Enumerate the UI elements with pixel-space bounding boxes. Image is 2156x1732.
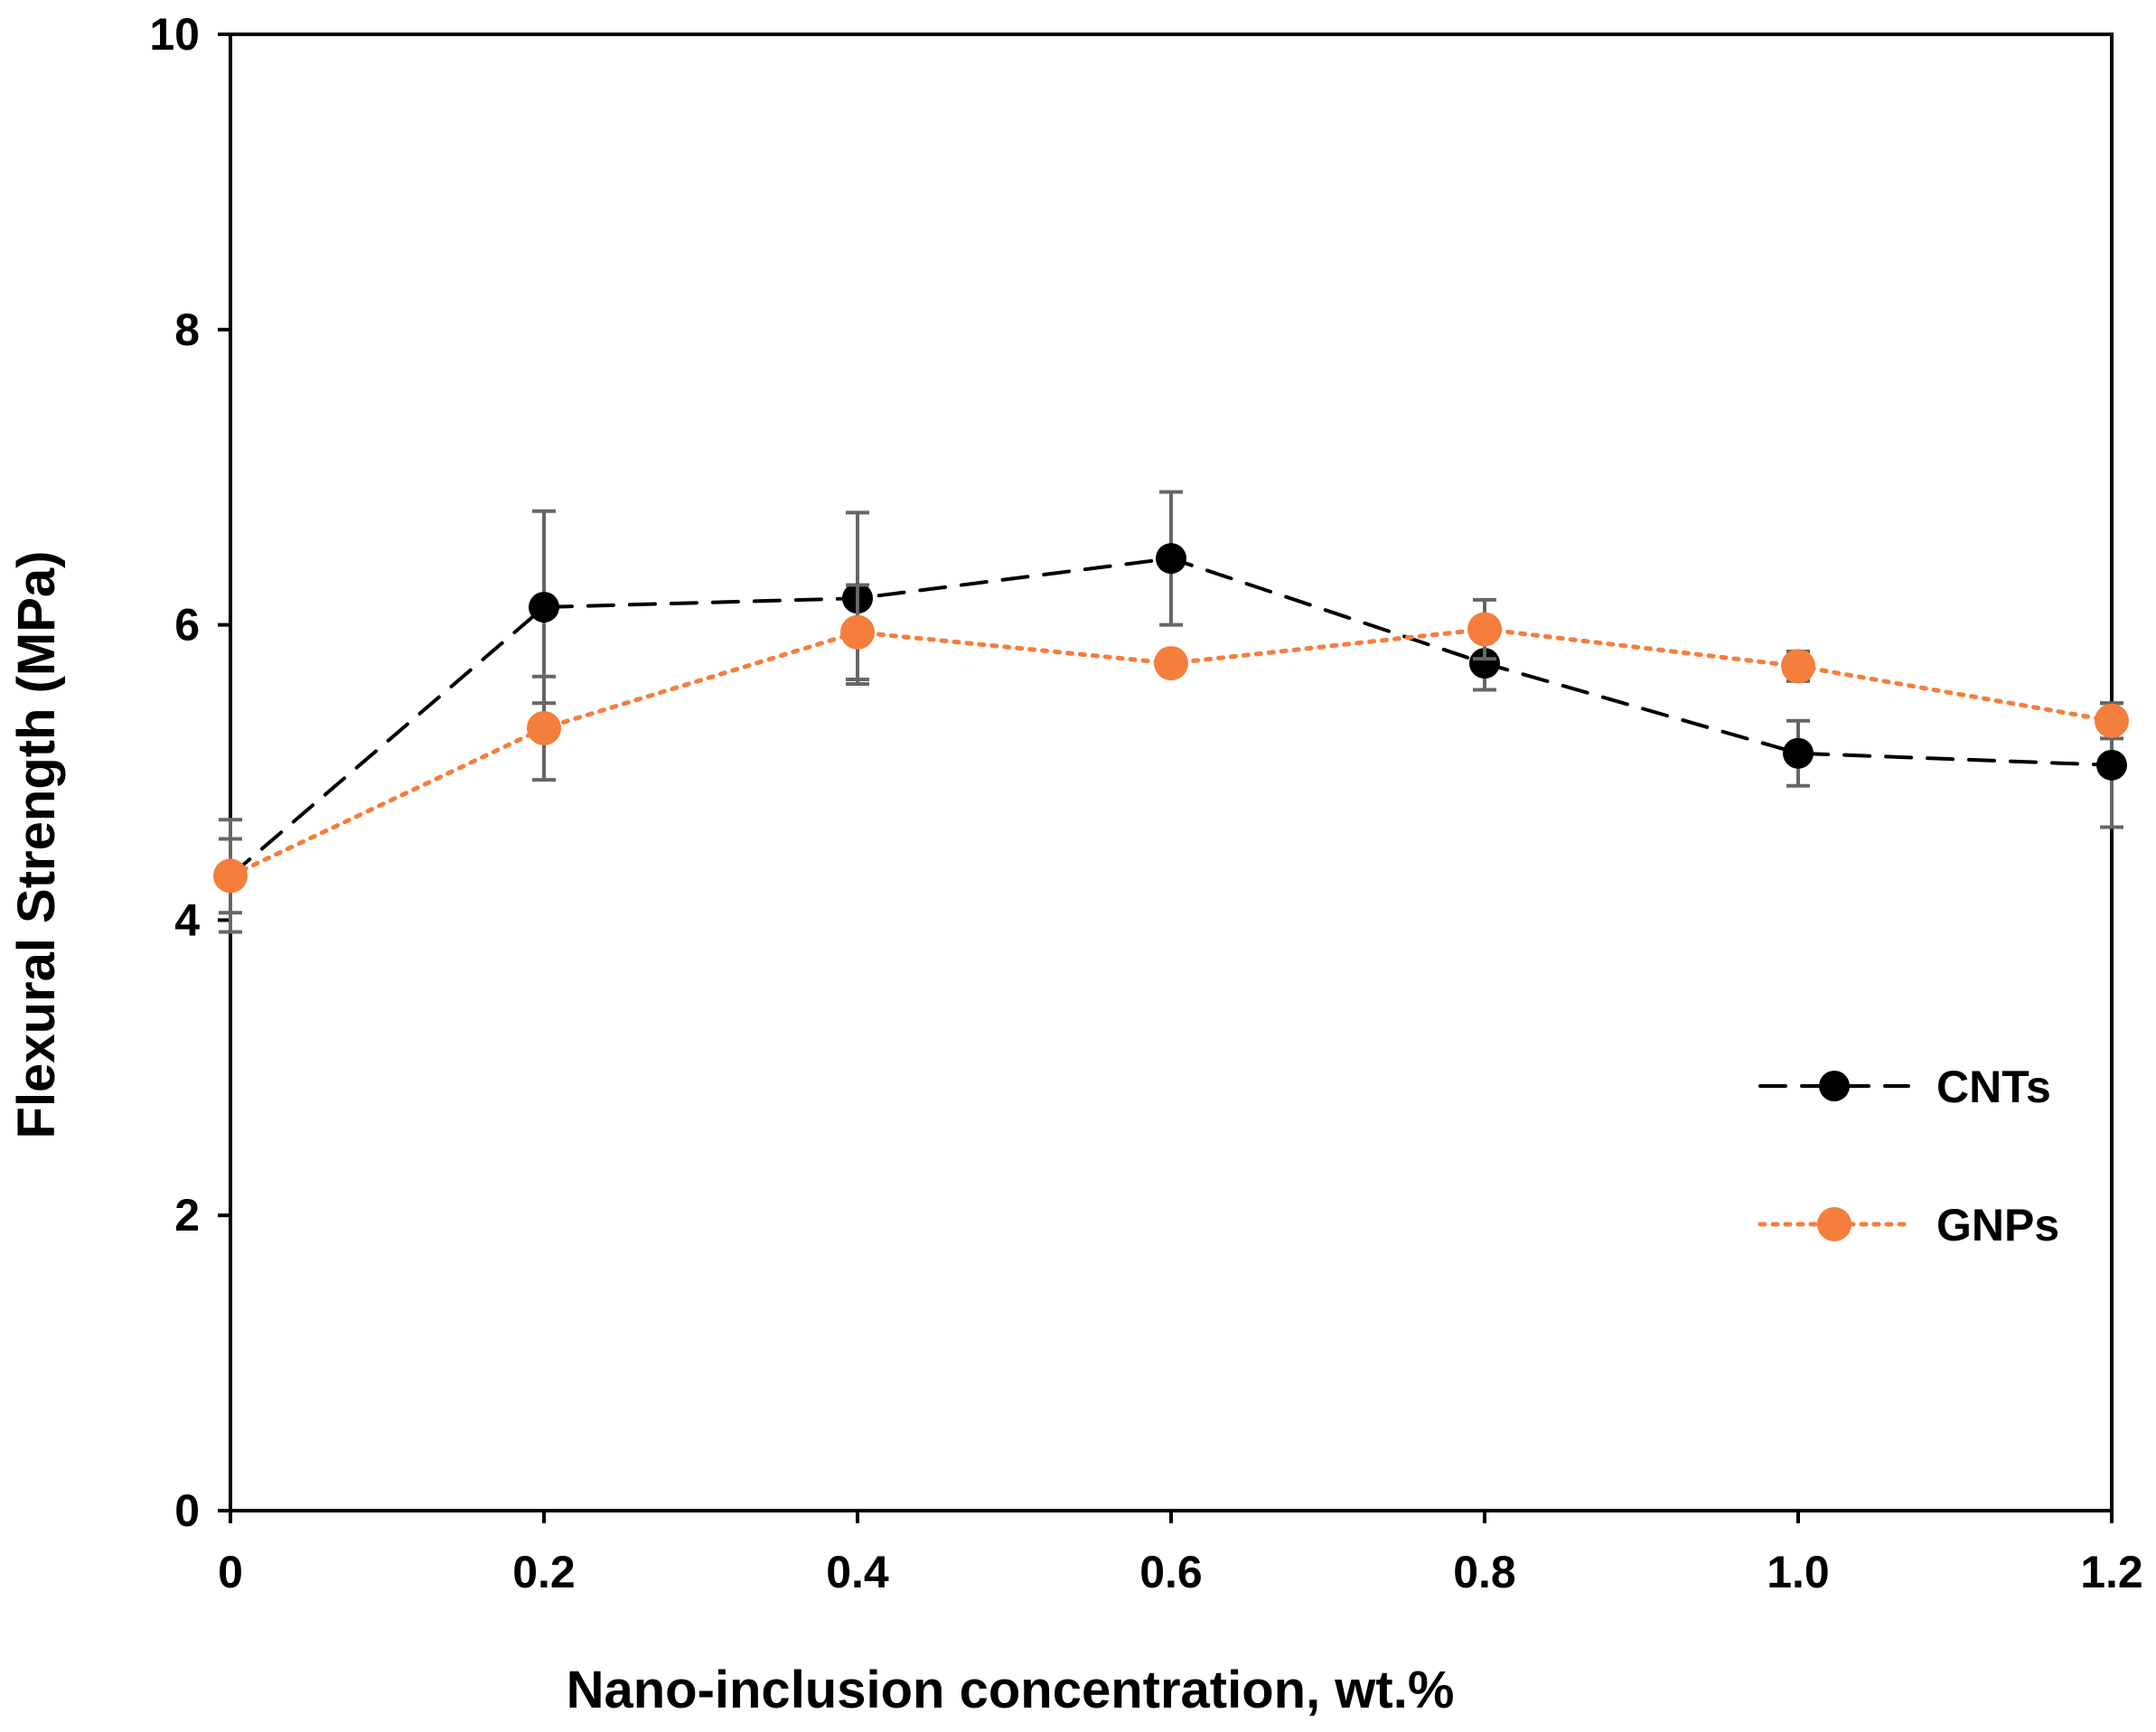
data-point-gnps (1781, 649, 1815, 684)
data-point-cnts (1783, 737, 1814, 769)
series-gnps (213, 583, 2129, 915)
legend-marker-gnps (1817, 1207, 1851, 1241)
legend-marker-cnts (1819, 1071, 1850, 1101)
y-tick-label: 6 (174, 600, 200, 651)
series-layer (213, 490, 2129, 934)
series-cnts (215, 490, 2127, 934)
y-tick-label: 8 (174, 304, 200, 355)
legend-label-cnts: CNTs (1936, 1062, 2051, 1112)
x-tick-label: 1.0 (1767, 1547, 1830, 1597)
legend-label-gnps: GNPs (1936, 1200, 2059, 1250)
data-point-cnts (1156, 543, 1186, 575)
data-point-cnts (2096, 749, 2127, 781)
data-point-gnps (1467, 612, 1502, 647)
x-tick-label: 0.4 (826, 1547, 889, 1597)
data-point-gnps (213, 858, 248, 894)
y-tick-label: 4 (174, 894, 200, 945)
data-point-gnps (1154, 646, 1188, 681)
x-tick-label: 0.8 (1453, 1547, 1516, 1597)
plot-frame (229, 33, 2114, 1512)
data-point-cnts (1469, 648, 1500, 679)
x-tick-label: 1.2 (2080, 1547, 2143, 1597)
axes (229, 33, 2114, 1512)
y-tick-label: 10 (149, 9, 200, 60)
data-point-cnts (529, 591, 559, 623)
legend: CNTs GNPs (1758, 1062, 2059, 1250)
y-tick-label: 2 (174, 1190, 200, 1240)
y-tick-label: 0 (174, 1485, 200, 1536)
x-tick-label: 0 (218, 1547, 243, 1597)
data-point-gnps (2095, 703, 2129, 738)
data-point-gnps (527, 710, 561, 745)
legend-item-gnps: GNPs (1758, 1200, 2059, 1250)
y-axis-title: Flexural Strength (MPa) (7, 551, 66, 1139)
y-axis-ticks: 0 2 4 6 8 10 (149, 9, 230, 1536)
x-tick-label: 0.2 (512, 1547, 576, 1597)
legend-item-cnts: CNTs (1758, 1062, 2051, 1112)
x-axis-ticks: 0 0.2 0.4 0.6 0.8 1.0 1.2 (218, 1511, 2143, 1597)
x-tick-label: 0.6 (1139, 1547, 1203, 1597)
data-point-gnps (840, 614, 875, 650)
x-axis-title: Nano-inclusion concentration, wt.% (567, 1661, 1455, 1719)
